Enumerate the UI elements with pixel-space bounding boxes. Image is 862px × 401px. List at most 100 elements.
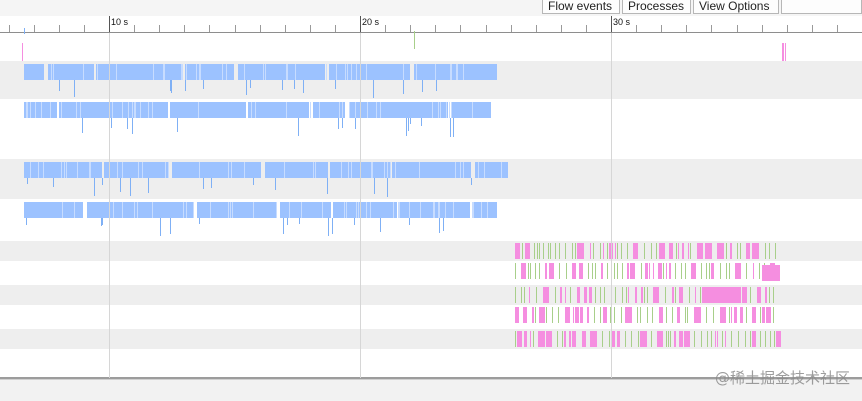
thread-slice[interactable] [96,64,181,80]
flow-events-button[interactable]: Flow events [542,0,620,14]
green-slice[interactable] [670,331,671,347]
sub-slice[interactable] [246,80,247,95]
toolbar-empty-button[interactable] [781,0,862,14]
slice-gap[interactable] [30,162,31,178]
green-slice[interactable] [675,263,676,279]
pink-slice[interactable] [669,263,671,279]
slice-gap[interactable] [345,64,346,80]
slice-gap[interactable] [135,102,136,118]
slice-gap[interactable] [435,64,436,80]
green-slice[interactable] [515,287,516,303]
green-slice[interactable] [701,331,702,347]
green-slice[interactable] [731,331,732,347]
green-slice[interactable] [610,307,611,323]
slice-gap[interactable] [342,102,343,118]
slice-gap[interactable] [251,102,252,118]
green-slice[interactable] [595,287,596,303]
pink-slice[interactable] [653,287,659,303]
sub-slice[interactable] [199,218,200,224]
event-marker[interactable] [785,43,786,61]
green-slice[interactable] [548,243,549,259]
green-slice[interactable] [558,307,559,323]
green-slice[interactable] [775,243,776,259]
green-slice[interactable] [666,331,667,347]
slice-gap[interactable] [64,162,65,178]
track-row[interactable] [0,241,862,261]
slice-gap[interactable] [89,162,90,178]
slice-gap[interactable] [265,64,266,80]
pink-slice[interactable] [677,307,680,323]
green-slice[interactable] [685,263,686,279]
sub-slice[interactable] [374,178,375,194]
pink-slice[interactable] [717,243,724,259]
slice-gap[interactable] [210,202,211,218]
pink-slice[interactable] [575,307,579,323]
slice-gap[interactable] [449,102,450,118]
pink-slice[interactable] [628,287,629,303]
slice-gap[interactable] [230,202,231,218]
green-slice[interactable] [750,287,751,303]
sub-slice[interactable] [406,118,407,129]
thread-slice[interactable] [248,102,309,118]
slice-gap[interactable] [50,102,51,118]
pink-slice[interactable] [691,263,696,279]
pink-slice[interactable] [717,331,718,347]
green-slice[interactable] [685,307,686,323]
green-slice[interactable] [617,263,618,279]
slice-gap[interactable] [90,162,91,178]
slice-gap[interactable] [116,64,117,80]
slice-gap[interactable] [349,102,350,118]
slice-gap[interactable] [432,102,433,118]
slice-gap[interactable] [453,202,454,218]
sub-slice[interactable] [328,218,329,236]
slice-gap[interactable] [344,202,345,218]
pink-slice[interactable] [517,331,522,347]
slice-gap[interactable] [168,162,169,178]
green-slice[interactable] [615,287,616,303]
green-slice[interactable] [651,243,652,259]
pink-slice[interactable] [573,307,574,323]
sub-slice[interactable] [160,218,161,236]
slice-gap[interactable] [61,162,62,178]
pink-slice[interactable] [659,307,663,323]
track-row[interactable] [0,305,862,329]
thread-slice[interactable] [48,64,94,80]
slice-gap[interactable] [152,202,153,218]
slice-gap[interactable] [451,102,452,118]
green-slice[interactable] [701,263,702,279]
slice-gap[interactable] [152,102,153,118]
pink-slice[interactable] [603,243,604,259]
track-row[interactable] [0,61,862,99]
pink-slice[interactable] [580,307,583,323]
green-slice[interactable] [559,243,560,259]
sub-slice[interactable] [26,218,27,225]
thread-slice[interactable] [170,102,246,118]
green-slice[interactable] [534,243,535,259]
thread-slice[interactable] [185,64,234,80]
pink-slice[interactable] [694,307,701,323]
slice-gap[interactable] [244,162,245,178]
slice-gap[interactable] [356,64,357,80]
event-marker[interactable] [22,43,23,61]
green-slice[interactable] [759,263,760,279]
green-slice[interactable] [537,243,538,259]
green-slice[interactable] [602,331,603,347]
slice-gap[interactable] [83,64,84,80]
slice-gap[interactable] [287,64,288,80]
slice-gap[interactable] [148,102,149,118]
slice-gap[interactable] [434,202,435,218]
thread-slice[interactable] [24,102,57,118]
sub-slice[interactable] [338,118,339,129]
pink-slice[interactable] [529,287,530,303]
sub-slice[interactable] [132,118,133,134]
green-slice[interactable] [765,243,766,259]
sub-slice[interactable] [354,218,355,225]
green-slice[interactable] [709,263,710,279]
green-slice[interactable] [651,331,652,347]
sub-slice[interactable] [373,80,374,98]
pink-slice[interactable] [776,331,781,347]
pink-slice[interactable] [731,307,732,323]
thread-slice[interactable] [87,202,193,218]
sub-slice[interactable] [177,118,178,132]
pink-slice[interactable] [523,307,527,323]
